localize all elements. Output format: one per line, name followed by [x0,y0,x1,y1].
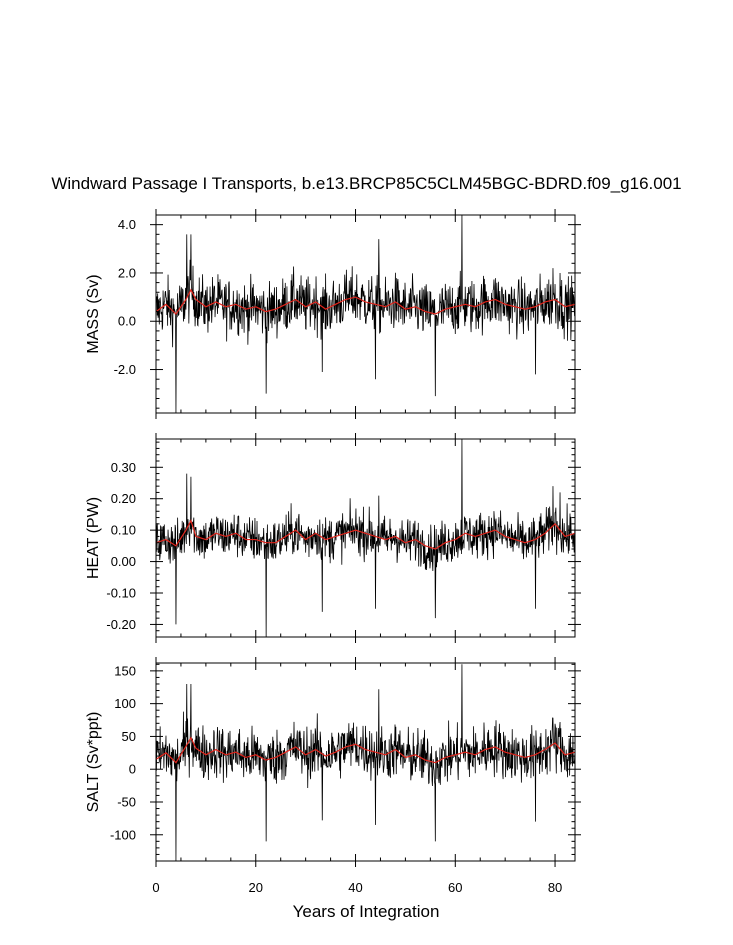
monthly-series-line [156,215,575,413]
panel-2: -0.20 -0.10 0.00 0.10 0.20 0.30 HEAT (PW) [85,433,581,643]
y-tick-label: -50 [117,794,136,809]
y-tick-label: -0.20 [106,617,136,632]
x-tick-label: 0 [152,880,159,895]
y-tick-label: 150 [114,663,136,678]
y-tick-label: -100 [110,827,136,842]
y-tick-label: 100 [114,696,136,711]
plot-frame [155,214,576,414]
y-tick-label: 0.00 [111,554,136,569]
x-tick-label: 20 [249,880,263,895]
x-tick-label: 60 [448,880,462,895]
annual-mean-line [156,288,575,315]
y-tick-label: 50 [122,729,136,744]
y-tick-label: 2.0 [118,265,136,280]
y-tick-label: 4.0 [118,217,136,232]
y-tick-label: -0.10 [106,586,136,601]
y-axis-label: SALT (Sv*ppt) [85,712,102,813]
y-tick-label: 0.20 [111,491,136,506]
y-tick-label: -2.0 [114,362,136,377]
chart-title: Windward Passage I Transports, b.e13.BRC… [51,174,682,193]
panel-3: -100 -50 0 50 100 150 SALT (Sv*ppt) 0 20 40 60 80 [85,657,581,895]
y-tick-label: 0.10 [111,523,136,538]
y-axis-label: HEAT (PW) [85,497,102,579]
x-axis-label: Years of Integration [292,902,440,921]
y-axis-label: MASS (Sv) [85,274,102,353]
panel-1: -2.0 0.0 2.0 4.0 MASS (Sv) [85,209,581,419]
y-tick-label: 0.0 [118,314,136,329]
plot-frame [155,662,576,862]
x-tick-label: 40 [348,880,362,895]
annual-mean-line [156,519,575,550]
annual-mean-line [156,736,575,764]
y-tick-label: 0 [129,762,136,777]
y-tick-label: 0.30 [111,460,136,475]
plot-frame [155,438,576,638]
monthly-series-line [156,664,575,861]
x-tick-label: 80 [548,880,562,895]
